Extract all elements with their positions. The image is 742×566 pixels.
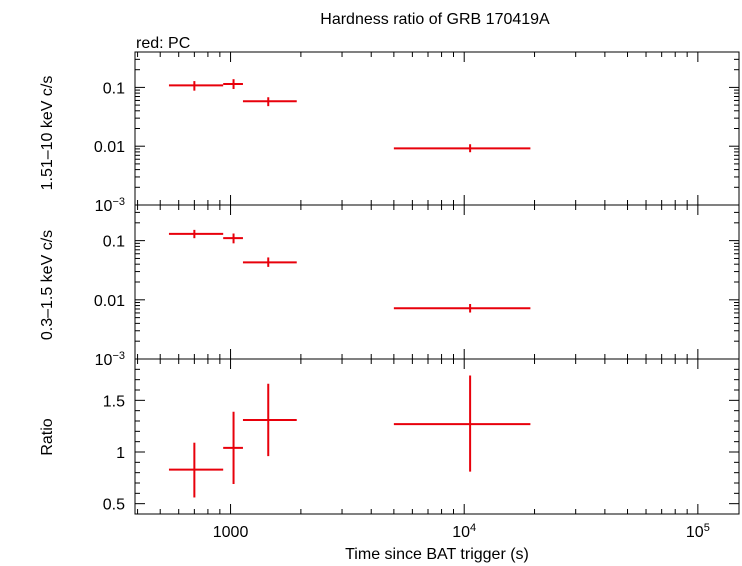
data-point-hard	[393, 144, 531, 153]
data-point-ratio	[168, 442, 224, 498]
y-axis-label-ratio: Ratio	[39, 418, 56, 455]
data-point-soft	[223, 233, 243, 244]
panel-frame-hard	[134, 51, 740, 206]
y-tick-label: 10−3	[95, 350, 125, 369]
chart-subtitle: red: PC	[136, 35, 190, 52]
y-tick-label: 0.01	[94, 293, 125, 310]
plot-layer: 0.1 0.01 10−3 0.1 0.01 10−3 0.5 1 1.5 1000 104 105	[94, 51, 740, 541]
y-tick-label: 0.5	[103, 497, 125, 514]
panel-frame-ratio	[134, 358, 740, 515]
y-tick-label: 0.01	[94, 139, 125, 156]
y-tick-label: 1	[116, 445, 125, 462]
y-tick-label: 1.5	[103, 393, 125, 410]
x-tick-label: 1000	[213, 524, 249, 541]
y-tick-label: 0.1	[103, 80, 125, 97]
data-point-hard	[223, 79, 243, 89]
data-point-ratio	[223, 411, 243, 485]
x-axis-label: Time since BAT trigger (s)	[345, 546, 529, 563]
x-tick-label: 104	[452, 522, 476, 541]
data-point-hard	[168, 81, 224, 91]
panel-frame-soft	[134, 204, 740, 360]
data-point-soft	[393, 303, 531, 313]
data-point-soft	[168, 229, 224, 239]
data-point-ratio	[242, 383, 297, 457]
data-point-soft	[242, 257, 297, 267]
y-axis-label-hard: 1.51–10 keV c/s	[39, 76, 56, 191]
y-tick-label: 10−3	[95, 196, 125, 215]
y-axis-label-soft: 0.3–1.5 keV c/s	[39, 230, 56, 340]
x-tick-label: 105	[686, 522, 710, 541]
data-point-hard	[242, 97, 297, 107]
y-tick-label: 0.1	[103, 234, 125, 251]
data-point-ratio	[393, 375, 531, 472]
chart-title: Hardness ratio of GRB 170419A	[320, 11, 550, 28]
